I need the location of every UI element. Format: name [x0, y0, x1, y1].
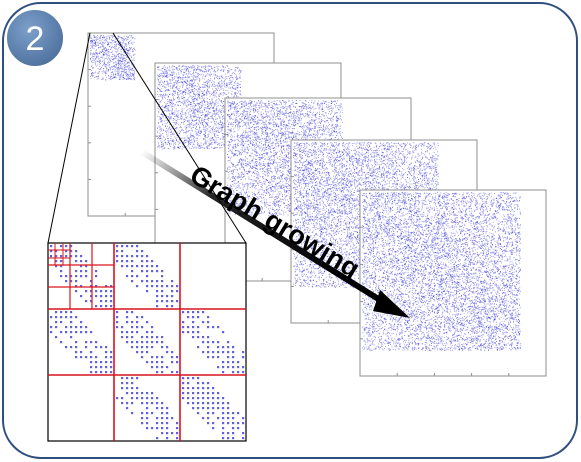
- step-badge: 2: [5, 8, 65, 68]
- zoom-line-left: [47, 32, 91, 244]
- graph-growing-arrow: [139, 149, 410, 318]
- panel-dots: [90, 35, 136, 81]
- panel-dots: [362, 192, 521, 351]
- zoom-line-right: [112, 32, 247, 244]
- step-number: 2: [26, 20, 45, 58]
- hierarchical-block-matrix: [47, 242, 247, 442]
- arrow-head: [373, 290, 410, 318]
- sparsity-panel-5: [359, 189, 547, 377]
